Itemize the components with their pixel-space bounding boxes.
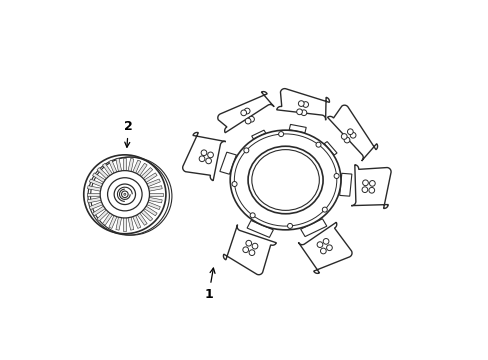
Polygon shape [92, 199, 116, 216]
Circle shape [278, 131, 283, 136]
Polygon shape [276, 89, 329, 120]
Circle shape [232, 181, 237, 186]
Polygon shape [116, 158, 124, 184]
Circle shape [199, 156, 204, 162]
Polygon shape [246, 220, 273, 238]
Circle shape [252, 243, 257, 249]
Polygon shape [130, 163, 147, 186]
Circle shape [287, 224, 292, 229]
Polygon shape [102, 163, 120, 186]
Circle shape [322, 207, 326, 212]
Circle shape [326, 245, 332, 251]
Ellipse shape [83, 155, 165, 234]
Polygon shape [87, 195, 114, 203]
Polygon shape [324, 141, 336, 155]
Polygon shape [97, 167, 118, 188]
Polygon shape [97, 201, 118, 221]
Polygon shape [89, 197, 115, 210]
Polygon shape [136, 186, 162, 194]
Polygon shape [132, 167, 152, 188]
Polygon shape [223, 225, 276, 275]
Circle shape [207, 152, 213, 158]
Polygon shape [87, 193, 113, 196]
Polygon shape [298, 222, 351, 273]
Polygon shape [133, 173, 157, 189]
Circle shape [361, 187, 367, 193]
Polygon shape [135, 179, 160, 192]
Circle shape [205, 158, 211, 164]
Circle shape [362, 180, 367, 186]
Ellipse shape [247, 146, 323, 214]
Polygon shape [339, 173, 351, 196]
Polygon shape [133, 199, 157, 216]
Polygon shape [123, 158, 126, 183]
Polygon shape [116, 205, 124, 230]
Polygon shape [183, 132, 225, 181]
Circle shape [122, 191, 128, 198]
Polygon shape [125, 205, 134, 230]
Polygon shape [89, 179, 115, 192]
Polygon shape [130, 203, 147, 225]
Polygon shape [92, 173, 116, 189]
Ellipse shape [107, 178, 142, 211]
Circle shape [248, 250, 254, 256]
Polygon shape [300, 219, 326, 237]
Polygon shape [125, 158, 134, 184]
Circle shape [245, 240, 251, 246]
Circle shape [344, 137, 349, 143]
Ellipse shape [114, 184, 135, 204]
Circle shape [316, 242, 322, 247]
Circle shape [296, 109, 302, 114]
Polygon shape [350, 165, 390, 208]
Polygon shape [127, 204, 141, 228]
Circle shape [349, 132, 355, 138]
Polygon shape [135, 197, 160, 210]
Circle shape [369, 181, 374, 186]
Polygon shape [220, 152, 236, 174]
Ellipse shape [251, 150, 319, 210]
Polygon shape [109, 204, 122, 228]
Polygon shape [136, 193, 163, 196]
Polygon shape [87, 186, 114, 194]
Circle shape [320, 248, 325, 254]
Circle shape [244, 118, 250, 124]
Polygon shape [123, 205, 126, 230]
Text: 2: 2 [124, 120, 133, 147]
Circle shape [347, 129, 352, 135]
Circle shape [302, 102, 308, 107]
Circle shape [244, 108, 249, 114]
Polygon shape [288, 125, 305, 133]
Polygon shape [251, 130, 265, 139]
Circle shape [250, 213, 255, 218]
Circle shape [315, 142, 320, 147]
Circle shape [123, 193, 125, 195]
Polygon shape [127, 160, 141, 185]
Circle shape [301, 110, 306, 116]
Circle shape [298, 101, 304, 107]
Circle shape [323, 239, 328, 244]
Circle shape [341, 134, 346, 139]
Circle shape [248, 116, 254, 122]
Polygon shape [132, 201, 152, 221]
Polygon shape [109, 160, 122, 185]
Polygon shape [217, 91, 273, 133]
Circle shape [333, 174, 338, 179]
Ellipse shape [230, 130, 340, 230]
Circle shape [368, 188, 374, 193]
Polygon shape [327, 105, 377, 161]
Polygon shape [136, 195, 162, 203]
Circle shape [243, 247, 248, 253]
Circle shape [244, 148, 248, 153]
Circle shape [201, 150, 206, 156]
Ellipse shape [100, 171, 149, 218]
Text: 1: 1 [204, 268, 215, 301]
Circle shape [241, 110, 246, 116]
Polygon shape [102, 203, 120, 225]
